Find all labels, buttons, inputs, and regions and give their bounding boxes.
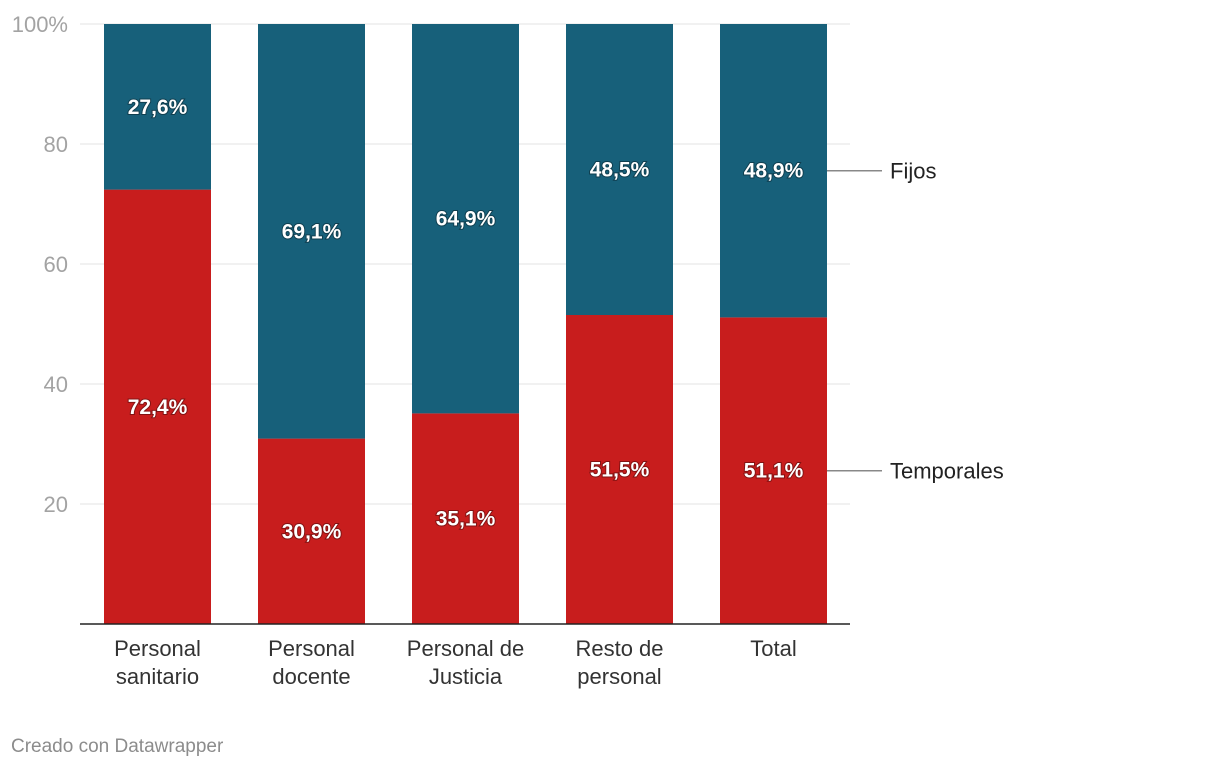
bar-temporales [720, 317, 827, 624]
bar-fijos [412, 24, 519, 414]
x-tick-label: personal [577, 664, 661, 689]
bar-fijos [104, 24, 211, 190]
x-tick-label: Justicia [429, 664, 503, 689]
x-tick-label: sanitario [116, 664, 199, 689]
data-label: 64,9% [436, 208, 496, 231]
data-label: 30,9% [282, 520, 342, 543]
y-tick-label: 100% [12, 12, 68, 37]
bar-fijos [720, 24, 827, 318]
data-label: 72,4% [128, 396, 188, 419]
y-tick-label: 20 [44, 492, 68, 517]
bar-temporales [104, 189, 211, 624]
y-tick-label: 60 [44, 252, 68, 277]
x-tick-label: Resto de [575, 636, 663, 661]
data-labels: 72,4% 27,6% 30,9% 69,1% 35,1% 64,9% 51,5% 48,5%… [127, 95, 805, 544]
data-label: 48,5% [590, 159, 650, 182]
bar-fijos [566, 24, 673, 315]
legend-label-temporales: Temporales [890, 459, 1004, 484]
data-label: 51,5% [590, 459, 650, 482]
data-label: 27,6% [128, 96, 188, 119]
data-label: 35,1% [436, 508, 496, 531]
legend-label-fijos: Fijos [890, 159, 936, 184]
bar-fijos [258, 24, 365, 439]
bars [104, 24, 827, 624]
data-label: 69,1% [282, 220, 342, 243]
bar-temporales [258, 438, 365, 624]
x-tick-label: docente [272, 664, 350, 689]
bar-temporales [566, 315, 673, 624]
x-tick-label: Personal [114, 636, 201, 661]
y-tick-label: 80 [44, 132, 68, 157]
axes: 20 40 60 80 100% Personal sanitario Personal doc… [12, 12, 850, 689]
footer-credit: Creado con Datawrapper [11, 736, 224, 757]
y-tick-label: 40 [44, 372, 68, 397]
x-tick-label: Total [750, 636, 796, 661]
data-label: 48,9% [744, 160, 804, 183]
x-tick-label: Personal de [407, 636, 524, 661]
bar-temporales [412, 413, 519, 624]
data-label: 51,1% [744, 460, 804, 483]
legend: Temporales Fijos [827, 159, 1004, 484]
x-tick-label: Personal [268, 636, 355, 661]
